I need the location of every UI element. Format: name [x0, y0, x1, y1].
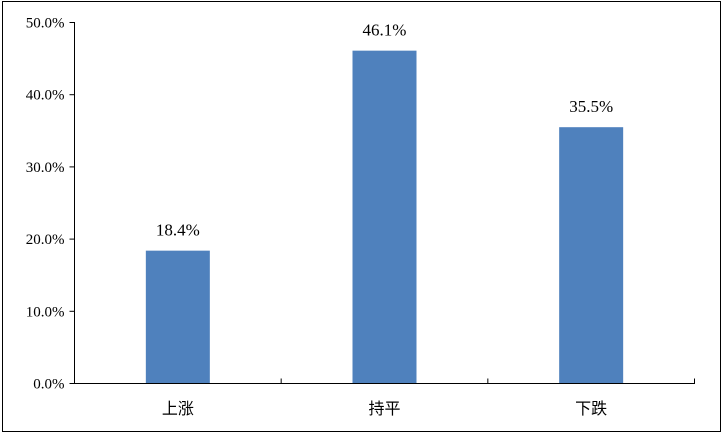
- y-tick-label: 40.0%: [26, 88, 65, 104]
- y-tick-label: 0.0%: [33, 377, 64, 393]
- y-tick-label: 20.0%: [26, 232, 65, 248]
- data-label: 46.1%: [363, 21, 407, 40]
- x-category-label: 持平: [368, 399, 400, 418]
- y-tick-label: 30.0%: [26, 160, 65, 176]
- x-category-label: 上涨: [162, 399, 194, 418]
- y-tick-label: 50.0%: [26, 16, 65, 32]
- data-label: 18.4%: [156, 221, 200, 240]
- bar-2: [559, 127, 624, 384]
- bar-1: [352, 50, 417, 384]
- x-category-label: 下跌: [575, 399, 607, 418]
- bar-0: [145, 250, 210, 384]
- data-label: 35.5%: [569, 97, 613, 116]
- y-tick-label: 10.0%: [26, 304, 65, 320]
